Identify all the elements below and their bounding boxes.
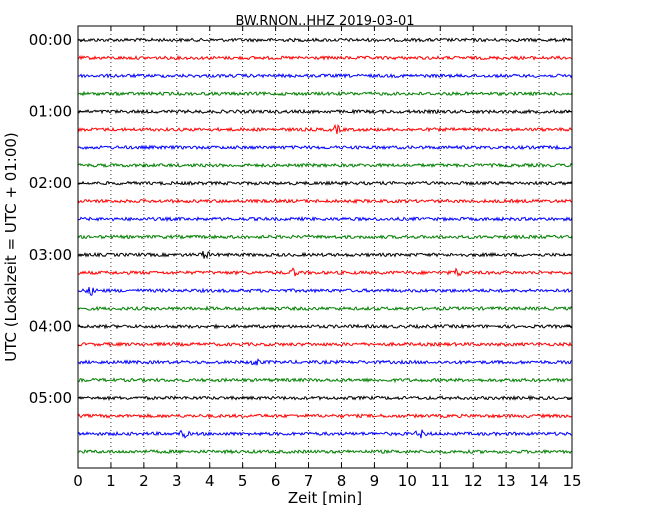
- x-tick-label: 11: [431, 472, 450, 490]
- plot-frame: [77, 25, 573, 469]
- y-tick-label: 01:00: [29, 103, 72, 121]
- trace-line: [77, 341, 573, 348]
- y-axis: 00:00 01:00 02:00 03:00 04:00 05:00: [29, 31, 572, 407]
- chart-title: BW.RNON..HHZ 2019-03-01: [235, 14, 414, 29]
- trace-line: [77, 54, 573, 61]
- trace-line: [77, 394, 573, 402]
- trace-line: [77, 305, 573, 312]
- x-axis-title: Zeit [min]: [288, 489, 362, 507]
- x-tick-label: 3: [172, 472, 182, 490]
- x-grid: [110, 26, 540, 468]
- x-tick-label: 9: [370, 472, 380, 490]
- x-tick-label: 14: [530, 472, 549, 490]
- trace-line: [77, 358, 573, 366]
- trace-line: [77, 162, 573, 169]
- trace-line: [77, 429, 573, 439]
- traces: [77, 37, 573, 455]
- x-tick-label: 13: [497, 472, 516, 490]
- trace-line: [77, 90, 573, 97]
- y-tick-label: 03:00: [29, 246, 72, 264]
- trace-line: [77, 144, 573, 151]
- x-tick-label: 1: [106, 472, 116, 490]
- trace-line: [77, 215, 573, 223]
- x-tick-label: 2: [139, 472, 149, 490]
- trace-line: [77, 448, 573, 455]
- trace-line: [77, 376, 573, 384]
- trace-line: [77, 267, 573, 278]
- trace-line: [77, 323, 573, 330]
- trace-line: [77, 108, 573, 115]
- trace-line: [77, 250, 573, 260]
- y-tick-label: 04:00: [29, 317, 72, 335]
- trace-line: [77, 234, 573, 240]
- y-tick-label: 05:00: [29, 389, 72, 407]
- x-tick-label: 0: [73, 472, 83, 490]
- trace-line: [77, 198, 573, 205]
- x-tick-label: 8: [337, 472, 347, 490]
- x-tick-label: 6: [271, 472, 281, 490]
- x-tick-label: 15: [562, 472, 581, 490]
- x-tick-label: 4: [205, 472, 215, 490]
- y-tick-label: 02:00: [29, 174, 72, 192]
- y-axis-title: UTC (Lokalzeit = UTC + 01:00): [2, 132, 20, 362]
- trace-line: [77, 180, 573, 187]
- trace-line: [77, 412, 573, 419]
- trace-line: [77, 37, 573, 43]
- trace-line: [77, 287, 573, 296]
- y-tick-label: 00:00: [29, 31, 72, 49]
- x-tick-label: 5: [238, 472, 248, 490]
- x-tick-label: 7: [304, 472, 314, 490]
- trace-line: [77, 72, 573, 79]
- x-tick-label: 10: [398, 472, 417, 490]
- trace-line: [77, 123, 573, 135]
- x-tick-label: 12: [464, 472, 483, 490]
- x-axis: 0 1 2 3 4 5 6 7 8 9 10 11 12 13 14 15: [73, 26, 582, 490]
